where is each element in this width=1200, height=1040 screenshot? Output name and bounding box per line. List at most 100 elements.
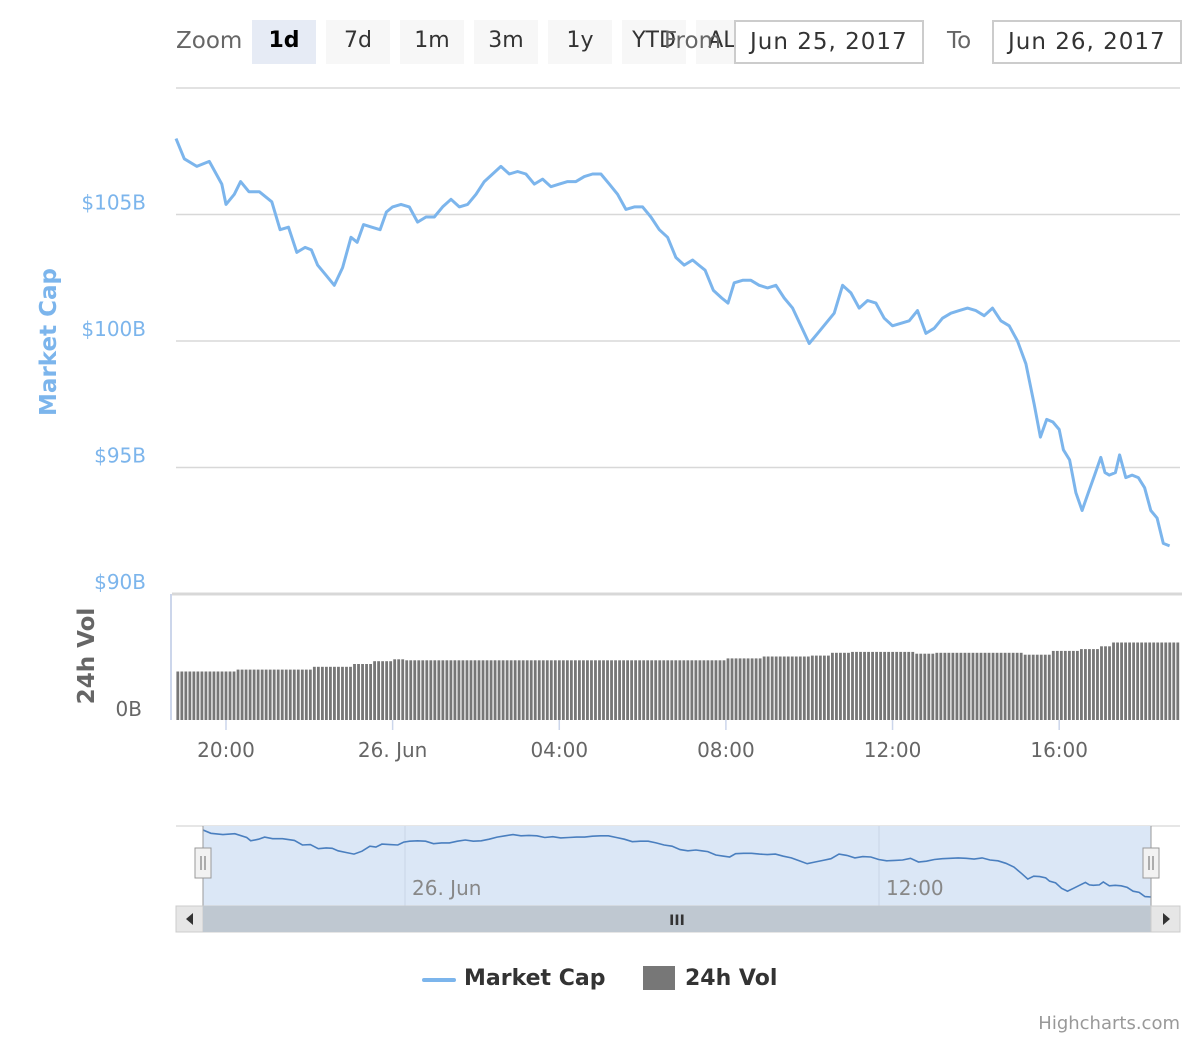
volume-bar [638,660,642,720]
volume-bar [722,660,726,720]
grid-lines [176,87,1180,469]
volume-bar [353,664,356,720]
volume-bar [766,656,770,720]
x-tick-label: 08:00 [697,738,755,762]
volume-bar [598,660,601,720]
legend-item-24h-vol[interactable]: 24h Vol [685,966,778,991]
zoom-button-1m[interactable]: 1m [400,20,464,64]
volume-bar [770,656,774,720]
volume-bar [196,671,200,720]
navigator-selected-range[interactable] [203,826,1151,906]
volume-bar [666,660,670,720]
volume-bar [891,651,895,720]
volume-bar [1172,642,1176,720]
volume-bar [1088,649,1091,720]
to-date-input[interactable]: Jun 26, 2017 [992,20,1182,64]
volume-bar [1019,652,1023,720]
legend-line-icon [422,978,456,982]
navigator[interactable]: 26. Jun 12:00 [176,825,1180,906]
volume-bar [642,660,646,720]
zoom-button-3m[interactable]: 3m [474,20,538,64]
volume-bar [437,660,441,720]
volume-bar [268,669,272,720]
x-axis-labels: 20:00 26. Jun 04:00 08:00 12:00 16:00 [197,720,1088,762]
volume-bar [983,652,987,720]
volume-bar [871,651,874,720]
volume-bar [999,652,1003,720]
volume-bar [794,656,798,720]
volume-bar [1080,649,1083,720]
volume-bar [746,658,750,720]
volume-bar [469,660,473,720]
volume-bar [240,669,244,720]
volume-bar [995,652,999,720]
volume-bar [505,660,509,720]
volume-bar [188,671,192,720]
legend-item-market-cap[interactable]: Market Cap [464,966,606,991]
zoom-button-1d[interactable]: 1d [252,20,316,64]
zoom-button-1y[interactable]: 1y [548,20,612,64]
zoom-button-7d[interactable]: 7d [326,20,390,64]
volume-bar [690,660,694,720]
volume-bar [826,655,830,720]
volume-bar [975,652,979,720]
volume-bar [405,660,409,720]
volume-bar [232,671,236,720]
volume-bar [782,656,786,720]
volume-bar [276,669,280,720]
volume-bar [879,651,883,720]
zoom-button-ytd[interactable]: YTD [622,20,686,64]
volume-bar [706,660,710,720]
volume-bar [220,671,224,720]
volume-bar [296,669,300,720]
volume-bar [674,660,678,720]
highcharts-credit-link[interactable]: Highcharts.com [1038,1013,1180,1034]
volume-bar [863,651,866,720]
volume-bar [1059,650,1063,720]
volume-bar [814,655,818,720]
from-date-input[interactable]: Jun 25, 2017 [734,20,924,64]
volume-bar [730,658,734,720]
volume-bar [252,669,256,720]
volume-bar [200,671,204,720]
volume-bar [373,661,376,720]
navigator-left-handle[interactable] [194,847,212,879]
volume-bar [1152,642,1156,720]
volume-bar [393,659,397,720]
volume-bar [578,660,581,720]
scrollbar[interactable]: III [175,905,1181,933]
volume-bar [397,659,401,720]
volume-bar [714,660,718,720]
volume-bar [533,660,537,720]
y-tick-label: $100B [81,317,146,341]
volume-bar [682,660,686,720]
volume-bar [541,660,545,720]
volume-bar [381,661,385,720]
volume-bar [658,660,662,720]
volume-bar [923,653,927,720]
volume-bar [1092,649,1095,720]
volume-bar [626,660,630,720]
navigator-right-handle[interactable] [1142,847,1160,879]
volume-bar [634,660,638,720]
volume-bar [493,660,497,720]
volume-bar [525,660,529,720]
volume-bar [461,660,465,720]
volume-bar [385,661,389,720]
volume-bar [646,660,650,720]
volume-bar [939,652,943,720]
x-tick-label: 20:00 [197,738,255,762]
volume-bar [441,660,445,720]
volume-bar [971,652,975,720]
volume-bar [433,660,437,720]
scrollbar-thumb[interactable] [203,906,1151,932]
volume-bar [907,651,911,720]
volume-bar [260,669,264,720]
volume-bar [1156,642,1160,720]
volume-bar [320,666,324,720]
navigator-label-1200: 12:00 [886,876,944,900]
volume-bar [557,660,561,720]
volume-bar [843,652,846,720]
navigator-label-jun26: 26. Jun [412,876,481,900]
volume-bar [855,651,858,720]
